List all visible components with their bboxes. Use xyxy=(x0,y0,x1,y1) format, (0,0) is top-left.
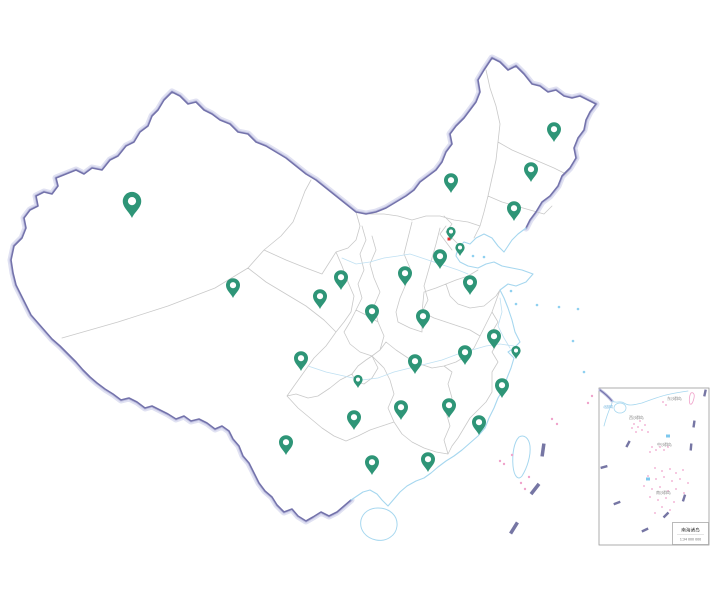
pin-jilin[interactable] xyxy=(524,162,538,182)
pin-heilongjiang[interactable] xyxy=(547,122,561,142)
pin-fujian[interactable] xyxy=(472,415,486,435)
dash-segment xyxy=(540,443,546,457)
pin-guangdong[interactable] xyxy=(421,452,435,472)
inset-dash-line xyxy=(600,389,707,533)
dash-segment xyxy=(689,443,693,451)
pin-guangxi[interactable] xyxy=(365,455,379,475)
location-pins xyxy=(122,122,561,475)
pin-inner-mongolia[interactable] xyxy=(444,173,458,193)
dash-segment xyxy=(703,389,707,397)
inset-hainan-island xyxy=(613,402,627,414)
pin-shandong[interactable] xyxy=(463,275,477,295)
pin-shanghai[interactable] xyxy=(511,345,521,359)
pin-yunnan[interactable] xyxy=(279,435,293,455)
pin-beijing[interactable] xyxy=(446,226,456,240)
pin-hunan[interactable] xyxy=(394,400,408,420)
pin-xinjiang[interactable] xyxy=(122,191,142,218)
inset-coastline xyxy=(603,390,689,427)
pin-zhejiang[interactable] xyxy=(495,378,509,398)
pin-sichuan[interactable] xyxy=(294,351,308,371)
taiwan-island xyxy=(512,435,531,479)
pin-jiangxi[interactable] xyxy=(442,398,456,418)
dash-segment xyxy=(600,464,608,470)
dash-segment xyxy=(613,500,621,506)
inset-gulf-label: 北部湾 xyxy=(603,404,613,409)
inset-title: 南海诸岛 xyxy=(681,527,700,534)
inset-island-label: 西沙群岛 xyxy=(629,414,644,420)
inset-reef-patches xyxy=(646,434,670,481)
sea-dots xyxy=(471,254,586,374)
dash-segment xyxy=(529,482,541,496)
dash-segment xyxy=(681,494,687,502)
dash-segment xyxy=(509,521,519,535)
pin-tianjin[interactable] xyxy=(455,242,465,256)
capital-marker xyxy=(447,237,451,241)
beijing-capital-dot xyxy=(447,237,451,241)
china-landmass xyxy=(11,58,596,521)
china-coastline xyxy=(350,227,534,507)
inset-island-label: 东沙群岛 xyxy=(667,395,682,401)
dash-segment xyxy=(662,511,670,519)
china-land-border xyxy=(10,57,597,522)
pin-hubei[interactable] xyxy=(408,354,422,374)
pin-anhui[interactable] xyxy=(458,345,472,365)
pin-shanxi[interactable] xyxy=(398,266,412,286)
pin-tibet[interactable] xyxy=(226,278,240,298)
pin-jiangsu[interactable] xyxy=(487,329,501,349)
dash-segment xyxy=(625,440,631,448)
inset-frame xyxy=(598,387,710,546)
dash-segment xyxy=(692,420,696,428)
pin-gansu[interactable] xyxy=(334,270,348,290)
pin-qinghai[interactable] xyxy=(313,289,327,309)
dash-segment xyxy=(641,527,649,533)
hainan-island xyxy=(360,507,398,541)
pin-shaanxi[interactable] xyxy=(365,304,379,324)
pin-henan[interactable] xyxy=(416,309,430,329)
inset-title-box xyxy=(672,522,709,545)
offshore-island-dots xyxy=(498,394,594,491)
nine-dash-line-segments xyxy=(509,443,546,535)
inset-island-dots xyxy=(631,401,689,514)
pin-chongqing[interactable] xyxy=(353,374,363,388)
inset-island-label: 中沙群岛 xyxy=(657,441,672,447)
inset-island-label: 南沙群岛 xyxy=(656,489,671,495)
inset-land-border xyxy=(599,389,613,402)
pin-guizhou[interactable] xyxy=(347,410,361,430)
inset-scale-text: 1:34 000 000 xyxy=(680,538,701,542)
pin-hebei[interactable] xyxy=(433,249,447,269)
pin-liaoning[interactable] xyxy=(507,201,521,221)
inset-taiwan-island xyxy=(688,392,695,405)
